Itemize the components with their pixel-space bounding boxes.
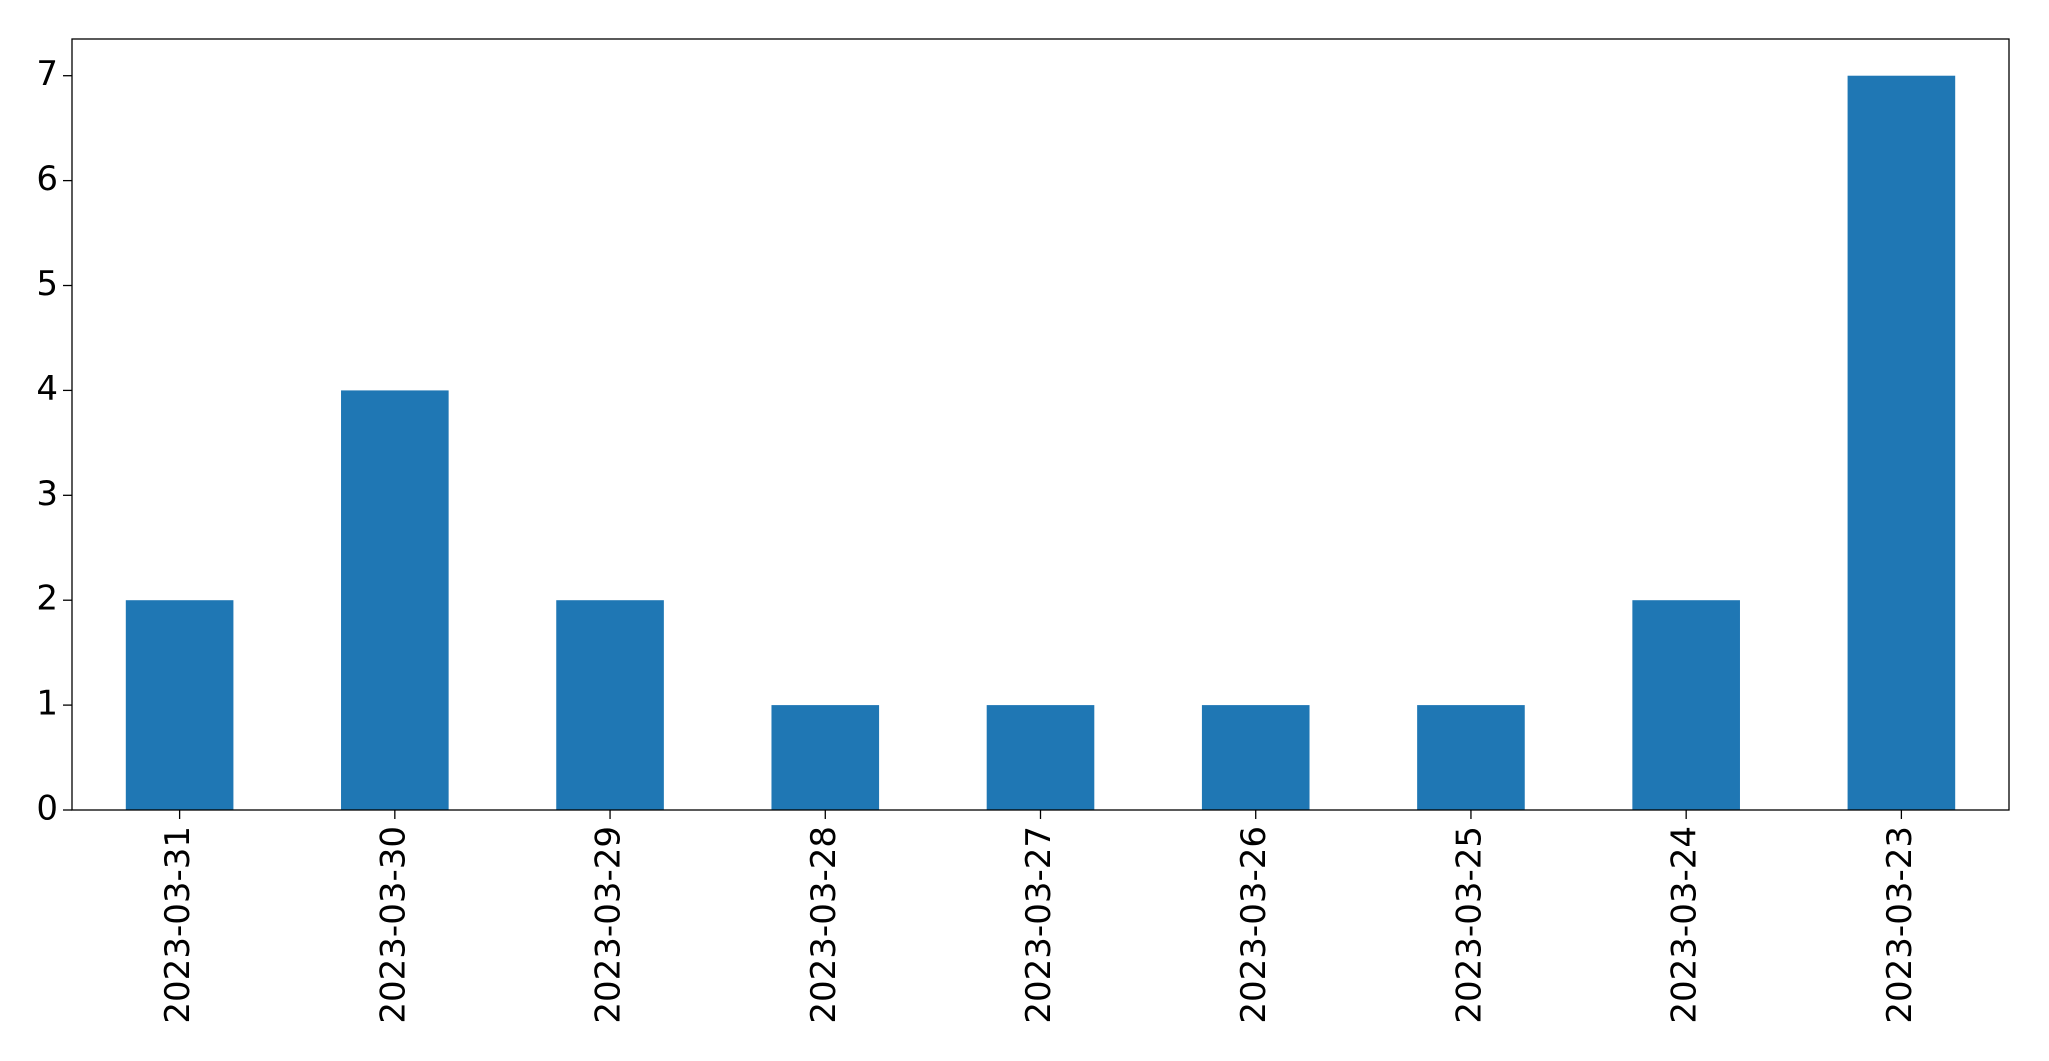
y-tick-label: 3 (36, 474, 58, 514)
x-tick-label: 2023-03-29 (589, 826, 629, 1024)
plot-frame (71, 38, 2010, 811)
x-tick-label: 2023-03-26 (1234, 826, 1274, 1024)
x-tick-label: 2023-03-23 (1880, 826, 1920, 1024)
x-tick-label: 2023-03-27 (1019, 826, 1059, 1024)
bar (1632, 600, 1740, 810)
y-tick-label: 2 (36, 579, 58, 619)
x-tick-label: 2023-03-31 (158, 826, 198, 1024)
x-tick-label: 2023-03-24 (1665, 826, 1705, 1024)
x-tick-label: 2023-03-25 (1449, 826, 1489, 1024)
y-tick-label: 4 (36, 369, 58, 409)
bar (341, 390, 449, 810)
bar (1847, 75, 1956, 810)
x-tick-label: 2023-03-28 (804, 826, 844, 1024)
bar (1417, 705, 1525, 810)
bar (125, 600, 234, 810)
bar (556, 600, 664, 810)
bar (986, 705, 1095, 810)
y-tick-label: 5 (36, 264, 58, 304)
y-tick-label: 1 (36, 684, 58, 724)
bar (1201, 705, 1310, 810)
y-tick-label: 7 (36, 54, 58, 94)
x-tick-label: 2023-03-30 (373, 826, 413, 1024)
y-tick-label: 6 (36, 159, 58, 199)
y-tick-label: 0 (36, 789, 58, 829)
bar (771, 705, 880, 810)
